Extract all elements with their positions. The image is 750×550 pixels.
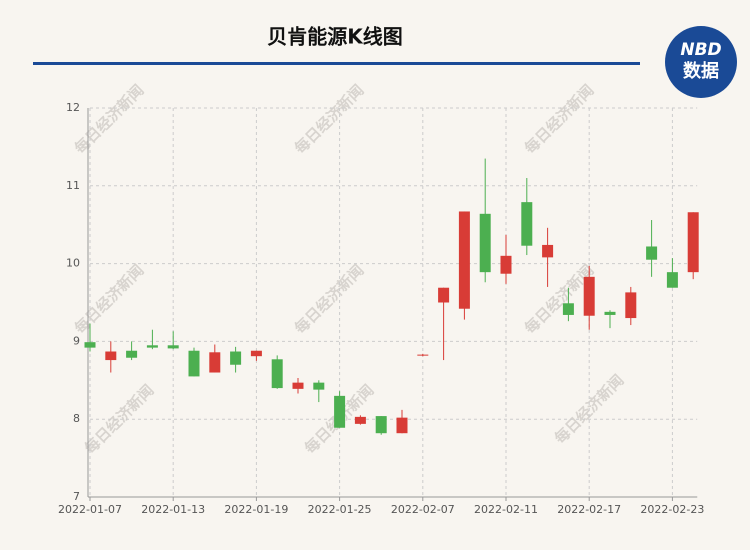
logo [665, 26, 737, 98]
y-tick-label: 7 [73, 490, 80, 503]
candle-body [230, 351, 242, 365]
candle-body [625, 292, 637, 319]
chart-title: 贝肯能源K线图 [267, 25, 403, 49]
candle-body [167, 345, 179, 349]
x-tick-label: 2022-02-23 [640, 503, 704, 516]
title-rule [33, 62, 640, 65]
x-tick-label: 2022-02-11 [474, 503, 538, 516]
y-tick-label: 9 [73, 334, 80, 347]
y-tick-label: 11 [66, 179, 80, 192]
candle-body [250, 350, 262, 357]
x-tick-label: 2022-01-13 [141, 503, 205, 516]
candle-body [209, 352, 221, 373]
candle-body [354, 416, 366, 424]
candle-body [84, 342, 96, 348]
candle-body [666, 272, 678, 288]
candle-body [479, 213, 491, 273]
candle-body [126, 350, 138, 358]
y-tick-label: 8 [73, 412, 80, 425]
candle-body [146, 345, 158, 348]
candle-body [542, 244, 554, 258]
x-tick-label: 2022-01-25 [308, 503, 372, 516]
candle-body [396, 417, 408, 434]
candle-body [521, 202, 533, 246]
candle-body [458, 211, 470, 309]
candle-body [583, 276, 595, 316]
x-tick-label: 2022-02-07 [391, 503, 455, 516]
candle-body [188, 350, 200, 377]
candle-body [105, 351, 117, 361]
candle-body [500, 255, 512, 274]
x-tick-label: 2022-01-19 [224, 503, 288, 516]
x-tick-label: 2022-01-07 [58, 503, 122, 516]
candle-body [417, 354, 429, 356]
candle-body [687, 212, 699, 273]
candle-body [604, 311, 616, 315]
candle-body [292, 382, 304, 389]
logo-bottom: 数据 [683, 60, 719, 82]
candle-body [438, 287, 450, 303]
x-tick-label: 2022-02-17 [557, 503, 621, 516]
candle-body [646, 246, 658, 260]
y-tick-label: 12 [66, 101, 80, 114]
y-tick-label: 10 [66, 257, 80, 270]
logo-top: NBD [680, 40, 721, 60]
candle-body [313, 382, 325, 390]
candle-body [271, 359, 283, 389]
candle-body [375, 416, 387, 434]
candle-body [562, 303, 574, 315]
candle-body [334, 395, 346, 428]
